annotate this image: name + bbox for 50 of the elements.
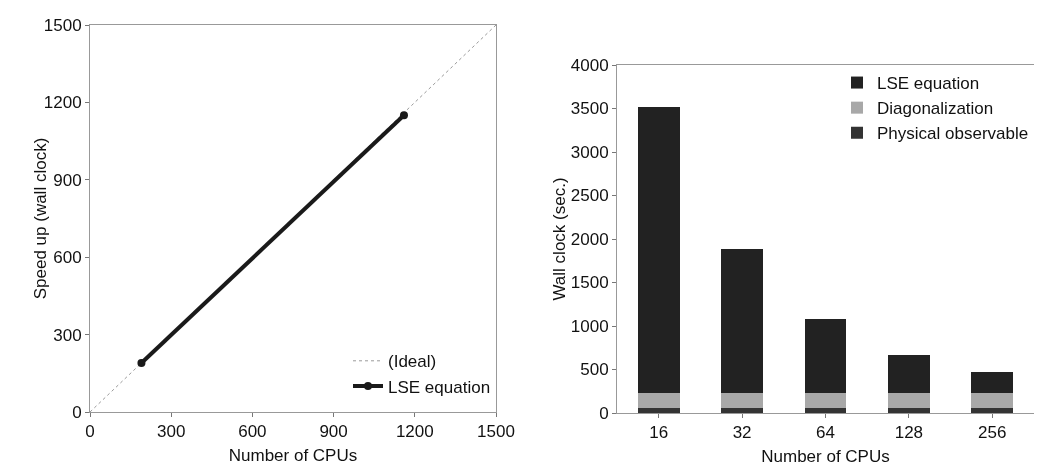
y-axis-title: Wall clock (sec.) <box>549 177 569 301</box>
x-tick-label: 300 <box>157 422 186 442</box>
legend-label: Diagonalization <box>877 99 994 119</box>
bar <box>804 392 847 409</box>
y-tick-label: 500 <box>580 360 609 380</box>
y-tick-label: 1000 <box>570 316 609 336</box>
y-tick-label: 2000 <box>570 229 609 249</box>
bar <box>804 408 847 413</box>
x-tick-label: 900 <box>319 422 348 442</box>
bar <box>971 408 1014 413</box>
bar <box>888 354 930 393</box>
bar <box>721 408 763 413</box>
bar <box>637 106 680 393</box>
legend-label: LSE equation <box>388 377 491 397</box>
y-tick-label: 4000 <box>570 55 609 75</box>
y-tick-label: 3000 <box>570 142 609 162</box>
bar <box>888 392 930 409</box>
x-tick-label: 1500 <box>477 422 515 442</box>
y-tick-label: 3500 <box>570 99 609 119</box>
y-tick-label: 1200 <box>43 93 82 113</box>
x-axis-title: Number of CPUs <box>228 445 358 465</box>
x-tick-label: 64 <box>816 423 835 443</box>
bar <box>637 392 680 409</box>
y-tick-label: 0 <box>599 403 609 423</box>
bar <box>888 408 930 413</box>
y-tick-label: 600 <box>53 248 82 268</box>
bar <box>971 372 1014 393</box>
bar <box>804 319 847 393</box>
legend-label: (Ideal) <box>388 352 437 372</box>
bar <box>971 392 1014 409</box>
y-tick-label: 300 <box>53 325 82 345</box>
x-axis-title: Number of CPUs <box>761 446 890 466</box>
y-tick-label: 1500 <box>43 15 82 35</box>
x-tick-label: 1200 <box>395 422 434 442</box>
legend-label: Physical observable <box>877 124 1029 144</box>
x-tick-label: 256 <box>978 423 1007 443</box>
legend-label: LSE equation <box>877 74 980 94</box>
y-tick-label: 2500 <box>570 186 609 206</box>
x-tick-label: 16 <box>649 423 669 443</box>
x-tick-label: 600 <box>238 422 267 442</box>
y-tick-label: 900 <box>53 170 82 190</box>
bar <box>721 249 763 393</box>
x-tick-label: 32 <box>732 423 752 443</box>
y-tick-label: 1500 <box>570 273 609 293</box>
bar <box>721 392 763 409</box>
y-axis-title: Speed up (wall clock) <box>31 137 50 300</box>
bar <box>637 408 680 413</box>
x-tick-label: 128 <box>894 423 924 443</box>
x-tick-label: 0 <box>85 422 95 442</box>
y-tick-label: 0 <box>72 402 82 422</box>
